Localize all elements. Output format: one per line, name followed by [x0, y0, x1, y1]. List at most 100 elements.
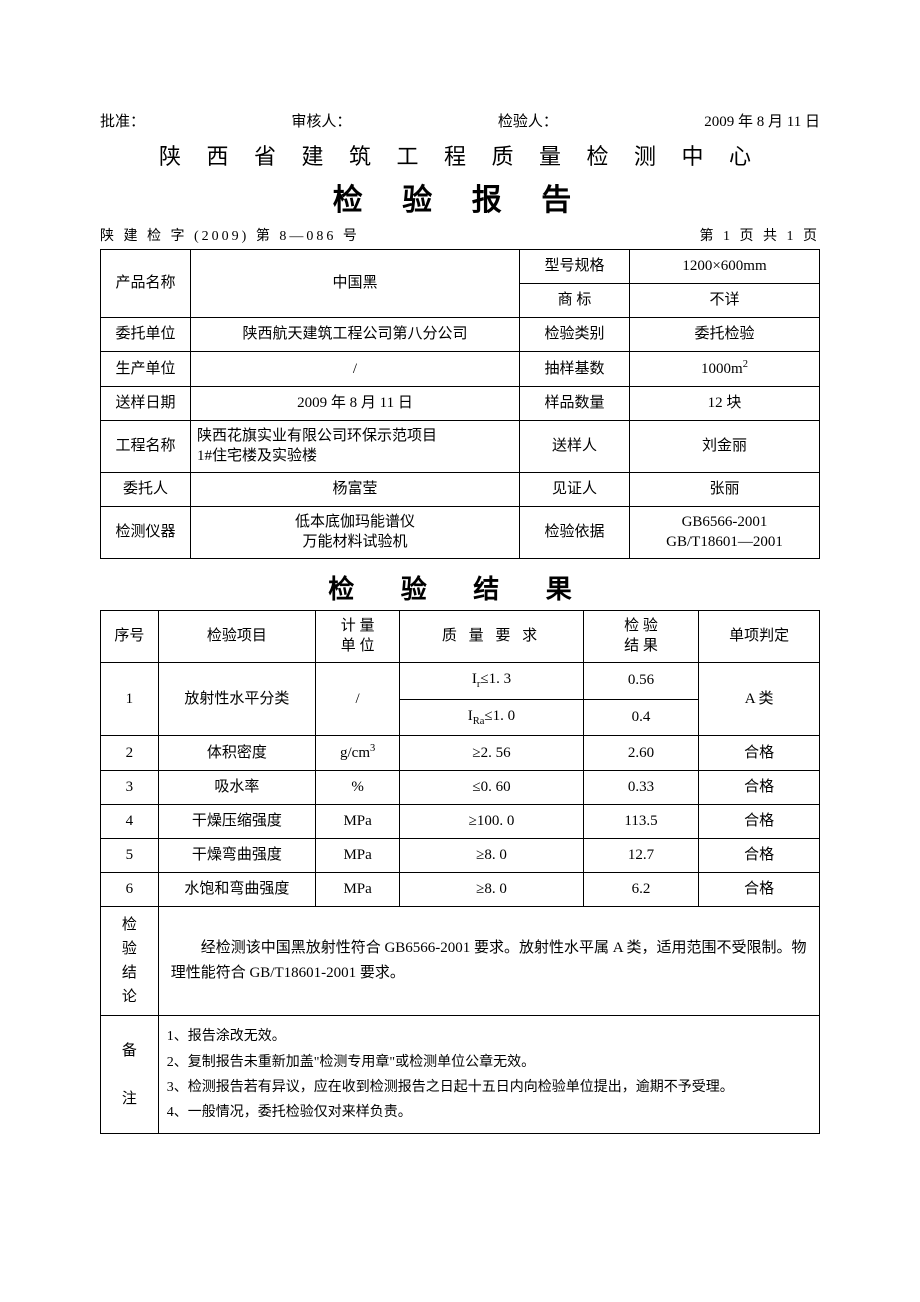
cell-seq: 2: [101, 736, 159, 771]
cell-res: 0.4: [583, 699, 698, 736]
top-date: 2009 年 8 月 11 日: [704, 110, 820, 131]
cell-item: 吸水率: [158, 771, 315, 805]
product-name-label: 产品名称: [101, 250, 191, 318]
cell-unit: MPa: [316, 805, 400, 839]
table-row: 5 干燥弯曲强度 MPa ≥8. 0 12.7 合格: [101, 839, 820, 873]
model-label: 型号规格: [520, 250, 630, 284]
cell-req: ≥100. 0: [400, 805, 584, 839]
sample-qty-label: 样品数量: [520, 387, 630, 421]
cell-unit: MPa: [316, 839, 400, 873]
table-header-row: 序号 检验项目 计 量单 位 质 量 要 求 检 验结 果 单项判定: [101, 611, 820, 663]
signature-line: 批准： 审核人： 检验人： 2009 年 8 月 11 日: [100, 110, 820, 131]
cell-seq: 4: [101, 805, 159, 839]
org-title: 陕 西 省 建 筑 工 程 质 量 检 测 中 心: [100, 139, 820, 171]
model-value: 1200×600mm: [630, 250, 820, 284]
cell-item: 水饱和弯曲强度: [158, 873, 315, 907]
cell-unit: /: [316, 663, 400, 736]
sample-qty-value: 12 块: [630, 387, 820, 421]
cell-judge: 合格: [699, 873, 820, 907]
sender-label: 送样人: [520, 421, 630, 473]
cell-judge: 合格: [699, 839, 820, 873]
cell-req: Ir≤1. 3: [400, 663, 584, 700]
witness-label: 见证人: [520, 473, 630, 507]
notes-text: 1、报告涂改无效。 2、复制报告未重新加盖"检测专用章"或检测单位公章无效。 3…: [158, 1016, 819, 1134]
cell-item: 干燥压缩强度: [158, 805, 315, 839]
cell-res: 113.5: [583, 805, 698, 839]
client-value: 陕西航天建筑工程公司第八分公司: [191, 318, 520, 352]
product-name: 中国黑: [191, 250, 520, 318]
project-label: 工程名称: [101, 421, 191, 473]
brand-value: 不详: [630, 284, 820, 318]
notes-row: 备 注 1、报告涂改无效。 2、复制报告未重新加盖"检测专用章"或检测单位公章无…: [101, 1016, 820, 1134]
conclusion-text: 经检测该中国黑放射性符合 GB6566-2001 要求。放射性水平属 A 类，适…: [158, 907, 819, 1016]
witness-value: 张丽: [630, 473, 820, 507]
entruster-value: 杨富莹: [191, 473, 520, 507]
cell-item: 放射性水平分类: [158, 663, 315, 736]
approve-label: 批准：: [100, 110, 145, 131]
basis-label: 检验依据: [520, 507, 630, 559]
cell-unit: %: [316, 771, 400, 805]
cell-unit: MPa: [316, 873, 400, 907]
reviewer-label: 审核人：: [291, 110, 351, 131]
cell-judge: 合格: [699, 805, 820, 839]
cell-item: 体积密度: [158, 736, 315, 771]
instrument-label: 检测仪器: [101, 507, 191, 559]
cell-judge: A 类: [699, 663, 820, 736]
results-table: 序号 检验项目 计 量单 位 质 量 要 求 检 验结 果 单项判定 1 放射性…: [100, 610, 820, 1134]
cell-seq: 5: [101, 839, 159, 873]
cell-res: 6.2: [583, 873, 698, 907]
cell-unit: g/cm3: [316, 736, 400, 771]
table-row: 6 水饱和弯曲强度 MPa ≥8. 0 6.2 合格: [101, 873, 820, 907]
cell-seq: 3: [101, 771, 159, 805]
page-info: 第 1 页 共 1 页: [700, 225, 821, 245]
cell-res: 2.60: [583, 736, 698, 771]
table-row: 2 体积密度 g/cm3 ≥2. 56 2.60 合格: [101, 736, 820, 771]
table-row: 产品名称 中国黑 型号规格 1200×600mm: [101, 250, 820, 284]
col-req: 质 量 要 求: [400, 611, 584, 663]
table-row: 生产单位 / 抽样基数 1000m2: [101, 352, 820, 387]
table-row: 1 放射性水平分类 / Ir≤1. 3 0.56 A 类: [101, 663, 820, 700]
client-label: 委托单位: [101, 318, 191, 352]
insp-type-label: 检验类别: [520, 318, 630, 352]
cell-req: ≥2. 56: [400, 736, 584, 771]
report-page: 批准： 审核人： 检验人： 2009 年 8 月 11 日 陕 西 省 建 筑 …: [0, 0, 920, 1194]
report-title: 检 验 报 告: [100, 175, 820, 219]
producer-label: 生产单位: [101, 352, 191, 387]
basis-value: GB6566-2001 GB/T18601—2001: [630, 507, 820, 559]
col-seq: 序号: [101, 611, 159, 663]
cell-res: 0.56: [583, 663, 698, 700]
brand-label: 商 标: [520, 284, 630, 318]
doc-subhead: 陕 建 检 字 (2009) 第 8—086 号 第 1 页 共 1 页: [100, 225, 820, 245]
instrument-value: 低本底伽玛能谱仪 万能材料试验机: [191, 507, 520, 559]
cell-seq: 6: [101, 873, 159, 907]
inspector-label: 检验人：: [498, 110, 558, 131]
send-date-value: 2009 年 8 月 11 日: [191, 387, 520, 421]
producer-value: /: [191, 352, 520, 387]
cell-item: 干燥弯曲强度: [158, 839, 315, 873]
table-row: 委托单位 陕西航天建筑工程公司第八分公司 检验类别 委托检验: [101, 318, 820, 352]
sender-value: 刘金丽: [630, 421, 820, 473]
cell-judge: 合格: [699, 736, 820, 771]
send-date-label: 送样日期: [101, 387, 191, 421]
entruster-label: 委托人: [101, 473, 191, 507]
sample-base-label: 抽样基数: [520, 352, 630, 387]
insp-type-value: 委托检验: [630, 318, 820, 352]
table-row: 4 干燥压缩强度 MPa ≥100. 0 113.5 合格: [101, 805, 820, 839]
cell-res: 0.33: [583, 771, 698, 805]
conclusion-row: 检 验 结 论 经检测该中国黑放射性符合 GB6566-2001 要求。放射性水…: [101, 907, 820, 1016]
cell-res: 12.7: [583, 839, 698, 873]
conclusion-label: 检 验 结 论: [101, 907, 159, 1016]
cell-req: ≤0. 60: [400, 771, 584, 805]
cell-seq: 1: [101, 663, 159, 736]
cell-judge: 合格: [699, 771, 820, 805]
col-item: 检验项目: [158, 611, 315, 663]
col-judge: 单项判定: [699, 611, 820, 663]
col-unit: 计 量单 位: [316, 611, 400, 663]
table-row: 3 吸水率 % ≤0. 60 0.33 合格: [101, 771, 820, 805]
cell-req: ≥8. 0: [400, 873, 584, 907]
cell-req: IRa≤1. 0: [400, 699, 584, 736]
table-row: 委托人 杨富莹 见证人 张丽: [101, 473, 820, 507]
project-value: 陕西花旗实业有限公司环保示范项目 1#住宅楼及实验楼: [191, 421, 520, 473]
cell-req: ≥8. 0: [400, 839, 584, 873]
info-table: 产品名称 中国黑 型号规格 1200×600mm 商 标 不详 委托单位 陕西航…: [100, 249, 820, 559]
